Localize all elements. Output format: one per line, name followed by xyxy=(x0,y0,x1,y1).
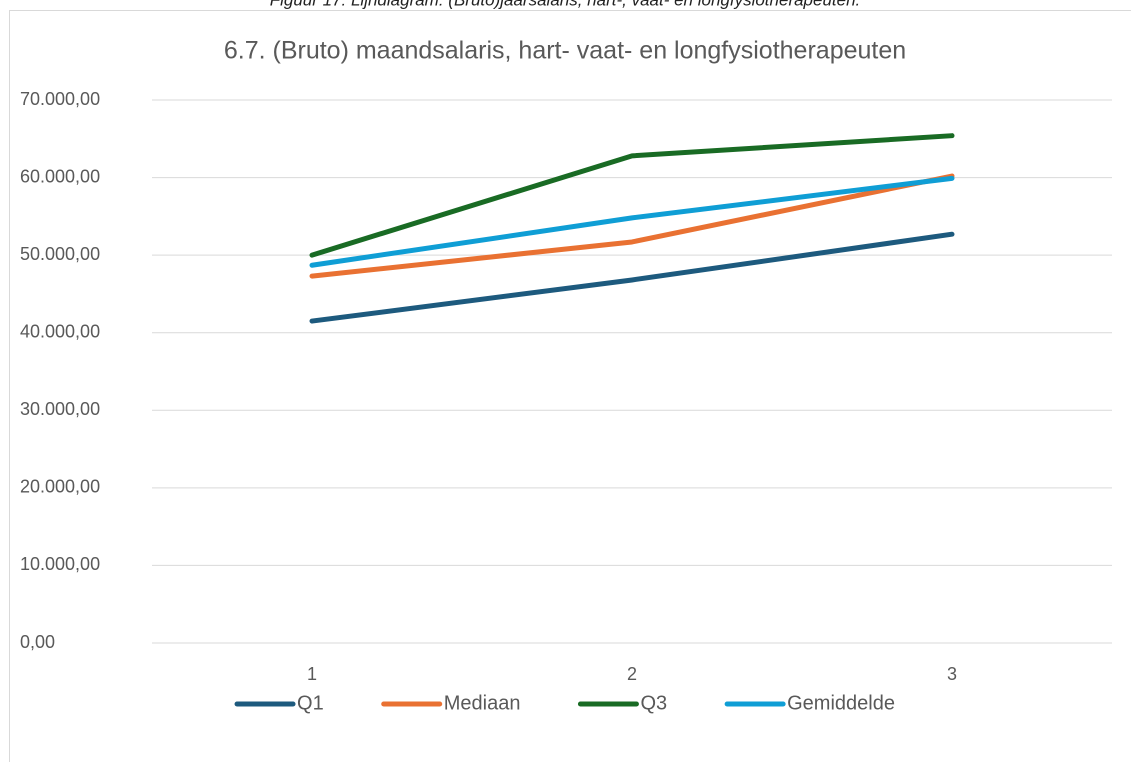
series-line xyxy=(309,175,955,268)
series-line xyxy=(309,133,955,258)
figure-caption: Figuur 17: Lijndiagram: (Bruto)jaarsalar… xyxy=(270,0,861,9)
y-tick-label: 10.000,00 xyxy=(20,554,100,574)
y-tick-label: 20.000,00 xyxy=(20,477,100,497)
legend-label: Q3 xyxy=(640,692,667,714)
chart-title: 6.7. (Bruto) maandsalaris, hart- vaat- e… xyxy=(224,37,906,65)
series-line xyxy=(309,231,955,324)
y-tick-label: 50.000,00 xyxy=(20,244,100,264)
y-tick-label: 60.000,00 xyxy=(20,166,100,186)
legend-label: Mediaan xyxy=(444,692,521,714)
x-tick-label: 1 xyxy=(307,664,317,684)
y-tick-label: 70.000,00 xyxy=(20,89,100,109)
legend-label: Q1 xyxy=(297,692,324,714)
x-tick-label: 2 xyxy=(627,664,637,684)
y-tick-label: 30.000,00 xyxy=(20,399,100,419)
series-line xyxy=(309,173,955,279)
x-tick-label: 3 xyxy=(947,664,957,684)
y-tick-label: 0,00 xyxy=(20,632,55,652)
legend-label: Gemiddelde xyxy=(787,692,895,714)
y-tick-label: 40.000,00 xyxy=(20,321,100,341)
